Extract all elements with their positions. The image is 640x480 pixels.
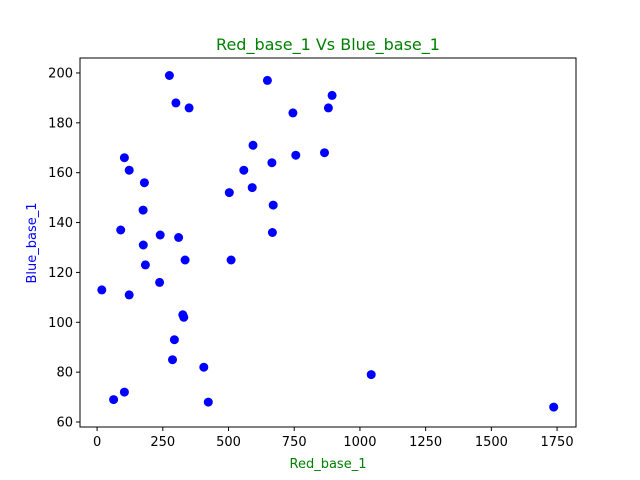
data-point [155,230,165,240]
x-tick-label: 250 [150,435,175,450]
x-tick-label: 500 [216,435,241,450]
y-tick-label: 140 [48,216,73,231]
data-point [124,290,134,300]
x-tick-label: 1000 [343,435,376,450]
y-tick-label: 160 [48,166,73,181]
data-point [116,225,126,235]
x-tick-label: 0 [93,435,101,450]
y-tick-label: 180 [48,116,73,131]
data-point [119,387,129,397]
data-point [288,108,298,118]
data-point [139,178,149,188]
data-point [226,255,236,265]
x-axis-ticks: 0 250 500 750 1000 1250 1500 1750 [93,427,574,450]
y-axis-label: Blue_base_1 [25,202,40,283]
x-tick-label: 750 [282,435,307,450]
data-point [169,335,179,345]
data-point [239,165,249,175]
data-point [327,90,337,100]
plot-area-frame [79,57,577,428]
data-point [267,228,277,237]
data-point [549,402,559,412]
data-point [267,158,277,168]
data-point [366,370,376,380]
data-point [124,165,134,175]
data-point [138,240,148,250]
data-point [199,362,209,372]
data-point [179,312,189,322]
data-point [291,150,301,160]
y-tick-label: 100 [48,316,73,331]
chart-title: Red_base_1 Vs Blue_base_1 [216,35,440,55]
data-point [320,148,329,158]
data-point [140,260,150,270]
y-tick-label: 120 [48,266,73,281]
data-point [155,277,165,287]
y-tick-label: 80 [56,366,73,381]
x-axis-label: Red_base_1 [290,457,367,472]
data-point [168,355,177,365]
x-tick-label: 1750 [541,435,574,450]
data-points [97,71,559,412]
data-point [323,103,333,113]
data-point [119,153,129,163]
data-point [203,397,213,407]
data-point [180,255,190,265]
y-tick-label: 60 [56,416,73,431]
data-point [174,233,184,242]
data-point [268,200,278,210]
data-point [184,103,194,113]
x-tick-label: 1500 [475,435,508,450]
data-point [138,205,148,215]
data-point [248,140,258,150]
data-point [171,98,181,108]
data-point [262,75,272,85]
y-tick-label: 200 [48,66,73,81]
data-point [109,395,119,405]
data-point [224,188,234,198]
x-tick-label: 1250 [409,435,442,450]
data-point [97,285,107,295]
y-axis-ticks: 60 80 100 120 140 160 180 200 [48,66,80,431]
data-point [164,71,174,80]
data-point [247,183,257,193]
